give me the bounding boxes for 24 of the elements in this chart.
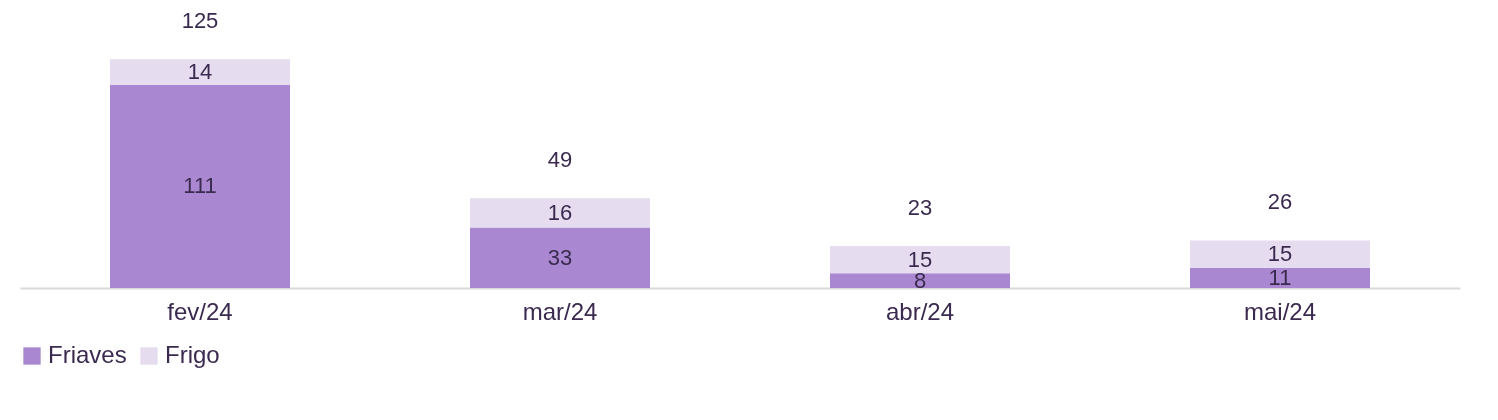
bar	[830, 245, 1010, 274]
bar	[110, 84, 290, 288]
x-tick-label: mar/24	[522, 297, 598, 325]
x-tick-label: abr/24	[885, 297, 955, 325]
bar	[1190, 267, 1370, 288]
data-label: 15	[1267, 241, 1293, 267]
total-label: 26	[1267, 189, 1293, 215]
data-label: 11	[1268, 264, 1292, 290]
total-label: 49	[547, 147, 573, 173]
data-label: 14	[187, 59, 213, 84]
x-tick-label: fev/24	[167, 297, 233, 325]
bar	[830, 273, 1010, 288]
bar	[470, 227, 650, 288]
legend-label: Friaves	[48, 341, 127, 368]
total-label: 125	[181, 8, 219, 34]
data-label: 16	[547, 199, 573, 225]
data-label: 111	[183, 173, 217, 199]
bar	[470, 198, 650, 228]
bar	[1190, 240, 1370, 268]
bar	[110, 59, 290, 85]
total-label: 23	[907, 194, 933, 220]
data-label: 33	[547, 244, 573, 270]
legend-label: Frigo	[165, 341, 220, 368]
x-tick-label: mai/24	[1243, 297, 1317, 325]
